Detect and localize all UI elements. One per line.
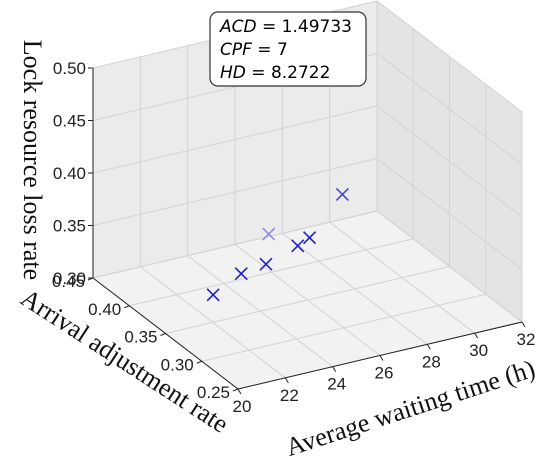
data-point: [262, 227, 276, 241]
grid-line-z-side: [376, 210, 523, 323]
y-tick-mark: [232, 388, 239, 392]
x-tick-label: 32: [517, 330, 536, 349]
x-tick-label: 28: [422, 352, 441, 371]
y-tick-mark: [124, 305, 130, 309]
grid-line-z-back: [92, 158, 378, 226]
z-tick-label: 0.45: [53, 112, 86, 131]
x-tick-mark: [521, 321, 526, 328]
x-tick-mark: [332, 366, 337, 372]
data-point-stroke: [335, 187, 349, 202]
y-tick-label: 0.25: [197, 383, 230, 402]
y-tick-label: 0.30: [161, 355, 194, 374]
data-point: [335, 187, 349, 202]
z-tick-label: 0.40: [53, 164, 86, 183]
grid-line-y-floor: [129, 238, 414, 307]
data-point-stroke: [262, 227, 276, 241]
grid-line-z-side: [376, 0, 523, 113]
data-point-stroke: [303, 231, 317, 245]
data-points: [206, 187, 349, 302]
annotation-line-hd: HD = 8.2722: [220, 63, 330, 83]
y-tick-label: 0.45: [52, 272, 85, 291]
grid-line-y-floor: [201, 293, 486, 362]
data-point-stroke: [259, 257, 273, 271]
grid-line-y-floor: [165, 266, 450, 334]
data-point-stroke: [206, 288, 220, 302]
metrics-annotation-box: ACD = 1.49733 CPF = 7 HD = 8.2722: [209, 11, 367, 87]
x-tick-mark: [284, 377, 289, 384]
x-tick-mark: [379, 355, 384, 361]
x-tick-label: 20: [233, 397, 252, 416]
y-tick-label: 0.35: [124, 328, 157, 347]
data-point: [303, 231, 317, 245]
grid-line-z-side: [376, 105, 523, 218]
data-point: [206, 288, 220, 302]
annotation-line-acd: ACD = 1.49733: [219, 17, 352, 37]
y-tick-label: 0.40: [88, 300, 121, 319]
annotation-frame: [209, 11, 367, 87]
x-tick-label: 26: [375, 364, 394, 383]
z-tick-label: 0.30: [53, 269, 86, 288]
z-axis-label: Lock resource loss rate: [18, 40, 47, 280]
data-point-stroke: [234, 267, 248, 281]
data-point-stroke: [291, 239, 305, 253]
axis-edges: [87, 67, 526, 395]
tick-labels: 202224262830320.250.300.350.400.450.300.…: [52, 59, 536, 416]
annotation-line-cpf: CPF = 7: [220, 40, 288, 60]
grid-line-z-back: [92, 105, 378, 174]
x-tick-mark: [474, 332, 479, 339]
data-point: [234, 267, 248, 281]
data-point-stroke: [262, 227, 276, 241]
grid-line-z-side: [376, 158, 523, 270]
data-point: [259, 257, 273, 271]
x-tick-mark: [237, 388, 242, 395]
x-tick-label: 30: [469, 341, 488, 360]
x-tick-label: 24: [327, 375, 346, 394]
data-point: [291, 239, 305, 253]
x-tick-mark: [426, 344, 431, 350]
y-tick-mark: [196, 360, 202, 364]
y-tick-mark: [160, 333, 166, 336]
grid-line-z-back: [92, 210, 378, 279]
x-tick-label: 22: [280, 386, 299, 405]
grid-line-z-side: [376, 53, 523, 165]
z-tick-label: 0.50: [53, 59, 86, 78]
z-tick-label: 0.35: [53, 217, 86, 236]
